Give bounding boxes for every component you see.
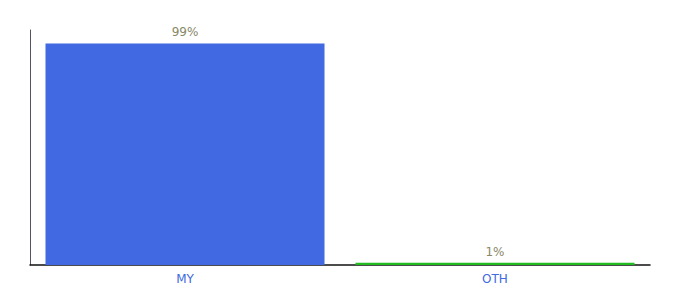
svg-text:MY: MY: [176, 272, 194, 286]
svg-text:99%: 99%: [172, 25, 199, 39]
svg-text:1%: 1%: [485, 245, 504, 259]
svg-text:OTH: OTH: [482, 272, 508, 286]
